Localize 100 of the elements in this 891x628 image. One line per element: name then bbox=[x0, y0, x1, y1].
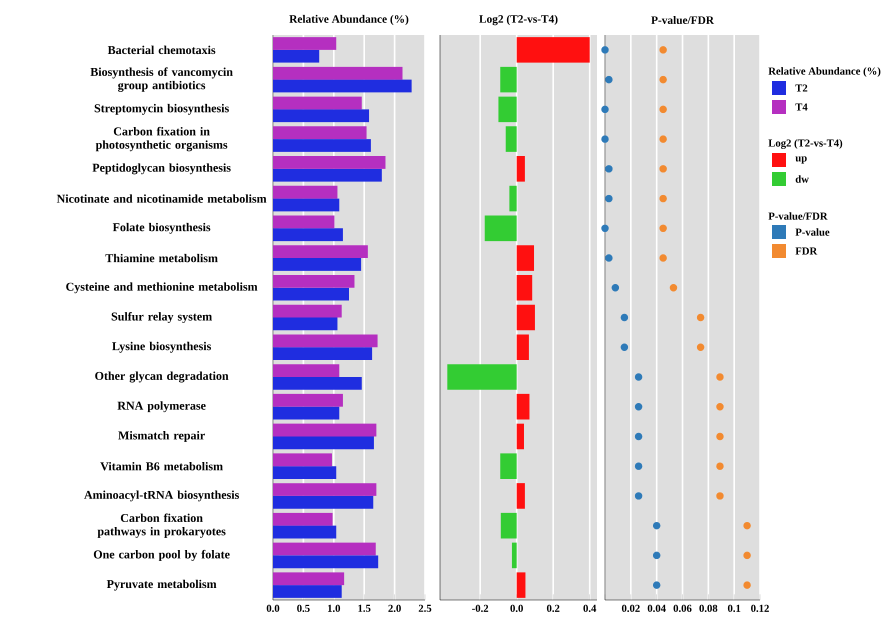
y-tick-label: Biosynthesis of vancomycin group antibiotics bbox=[90, 67, 233, 92]
point bbox=[743, 522, 751, 530]
y-tick-label: Folate biosynthesis bbox=[112, 222, 210, 234]
y-tick-label: Other glycan degradation bbox=[95, 372, 228, 382]
bar bbox=[273, 483, 376, 496]
y-tick-label: Vitamin B6 metabolism bbox=[100, 462, 223, 470]
bar bbox=[273, 585, 342, 598]
bar bbox=[273, 186, 338, 199]
bar bbox=[273, 376, 362, 390]
chart-title: Log2 (T2-vs-T4) bbox=[479, 14, 558, 26]
bar bbox=[516, 424, 524, 450]
bar bbox=[484, 216, 517, 242]
x-tick-label: 0.2 bbox=[546, 604, 560, 612]
legend-label: P-value bbox=[795, 228, 830, 236]
point bbox=[605, 254, 613, 262]
point bbox=[612, 284, 620, 292]
bar bbox=[273, 80, 412, 92]
bar bbox=[273, 304, 342, 318]
bar bbox=[512, 542, 517, 568]
bar bbox=[516, 394, 530, 420]
legend-label: T2 bbox=[795, 84, 808, 92]
bar bbox=[509, 186, 517, 212]
bar bbox=[273, 364, 340, 377]
point bbox=[605, 165, 613, 173]
point bbox=[652, 581, 660, 589]
y-tick-label: Bacterial chemotaxis bbox=[108, 46, 216, 54]
bar bbox=[273, 453, 332, 466]
point bbox=[601, 46, 609, 54]
x-tick-label: 0.4 bbox=[583, 604, 596, 612]
bar bbox=[273, 245, 368, 258]
y-tick-label: Lysine biosynthesis bbox=[112, 342, 211, 353]
legend-label: T4 bbox=[795, 103, 808, 111]
point bbox=[716, 432, 724, 440]
point bbox=[605, 76, 613, 84]
point bbox=[670, 284, 678, 292]
bar bbox=[516, 37, 590, 63]
bar bbox=[273, 347, 372, 360]
bar bbox=[273, 318, 338, 330]
bar bbox=[516, 304, 535, 330]
y-tick-label: Pyruvate metabolism bbox=[106, 580, 216, 591]
bar bbox=[273, 198, 340, 212]
x-tick-label: 0.1 bbox=[728, 604, 740, 612]
bar bbox=[273, 216, 334, 228]
bar bbox=[500, 512, 517, 538]
bar bbox=[273, 394, 343, 407]
bar bbox=[516, 245, 534, 271]
point bbox=[634, 462, 642, 470]
bar bbox=[273, 334, 378, 348]
bar bbox=[273, 50, 320, 63]
bar bbox=[516, 483, 525, 509]
bar bbox=[273, 37, 336, 50]
bar bbox=[273, 406, 340, 420]
bar bbox=[273, 512, 333, 526]
legend-title: Relative Abundance (%) bbox=[768, 67, 880, 77]
point bbox=[743, 581, 751, 589]
point bbox=[696, 344, 704, 351]
point bbox=[634, 373, 642, 381]
bar bbox=[273, 436, 374, 450]
bar bbox=[273, 139, 371, 152]
point bbox=[696, 314, 704, 322]
bar bbox=[273, 258, 362, 271]
x-tick-label: 2.0 bbox=[388, 604, 401, 612]
x-tick-label: 1.5 bbox=[358, 604, 370, 612]
bar bbox=[273, 542, 376, 556]
y-tick-label: Carbon fixation pathways in prokaryotes bbox=[98, 513, 226, 538]
bar bbox=[273, 424, 376, 436]
point bbox=[716, 373, 724, 381]
y-tick-label: Thiamine metabolism bbox=[105, 254, 218, 262]
bar bbox=[273, 466, 336, 479]
bar bbox=[273, 274, 354, 288]
point bbox=[716, 402, 724, 410]
point bbox=[652, 522, 660, 530]
x-tick-label: 1.0 bbox=[328, 604, 340, 612]
bar bbox=[516, 572, 526, 598]
point bbox=[634, 492, 642, 500]
point bbox=[620, 344, 628, 351]
point bbox=[716, 462, 724, 470]
point bbox=[634, 402, 642, 410]
point bbox=[659, 224, 667, 232]
bar bbox=[273, 555, 378, 568]
point bbox=[601, 106, 609, 114]
point bbox=[659, 106, 667, 114]
bar bbox=[516, 334, 529, 360]
legend-title: Log2 (T2-vs-T4) bbox=[768, 139, 842, 149]
bar bbox=[516, 274, 532, 301]
point bbox=[716, 492, 724, 500]
bar bbox=[273, 156, 386, 169]
x-tick-label: 0.0 bbox=[510, 604, 523, 612]
y-tick-label: Aminoacyl-tRNA biosynthesis bbox=[84, 490, 239, 502]
point bbox=[605, 194, 613, 202]
point bbox=[634, 432, 642, 440]
bar bbox=[273, 228, 343, 242]
point bbox=[659, 135, 667, 143]
y-tick-label: Mismatch repair bbox=[118, 431, 205, 442]
y-tick-label: Peptidoglycan biosynthesis bbox=[92, 163, 231, 174]
legend-title: P-value/FDR bbox=[768, 212, 828, 220]
x-tick-label: 0.0 bbox=[266, 604, 280, 612]
y-tick-label: Streptomycin biosynthesis bbox=[94, 104, 229, 115]
chart-title: P-value/FDR bbox=[651, 16, 714, 24]
y-tick-label: RNA polymerase bbox=[118, 401, 206, 412]
